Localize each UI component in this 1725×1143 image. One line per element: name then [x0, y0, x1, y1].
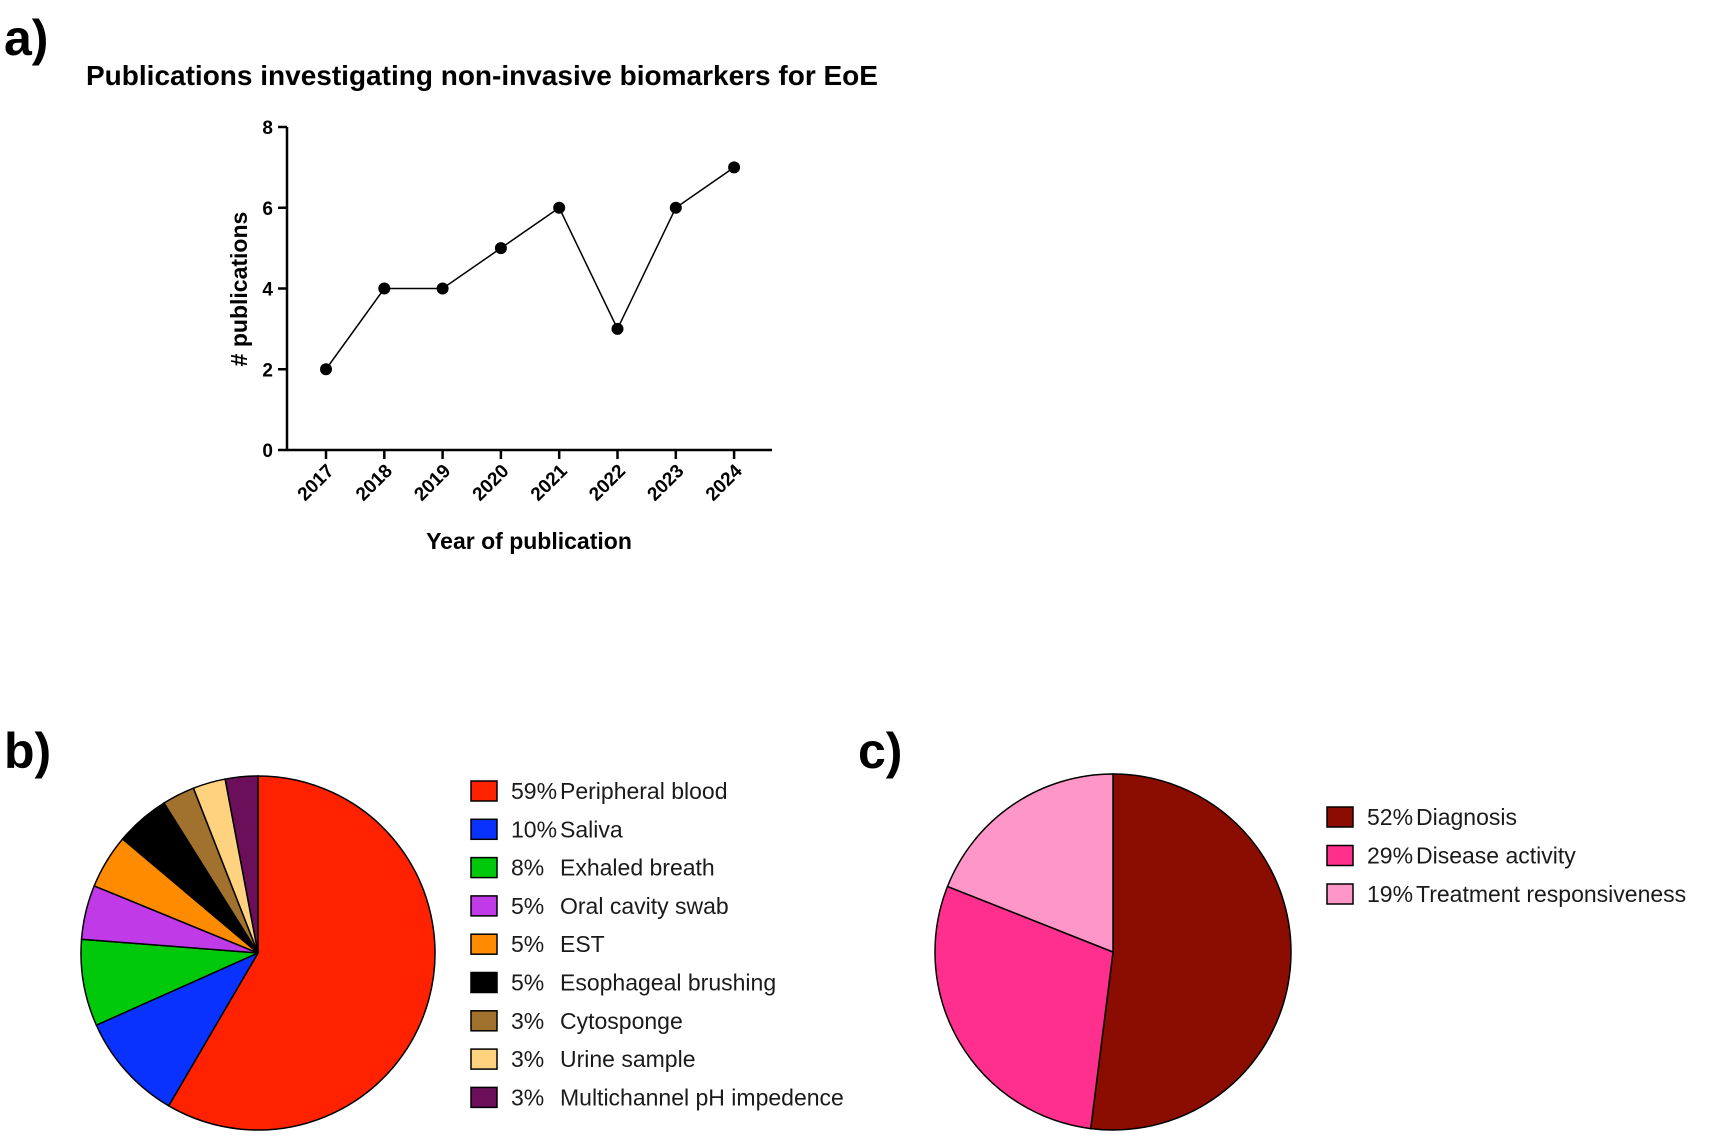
y-tick-label: 4	[262, 280, 273, 301]
y-tick-label: 6	[262, 199, 273, 220]
legend-percent: 8%	[511, 855, 544, 881]
y-axis-title: # publications	[226, 212, 252, 367]
legend-swatch	[1326, 806, 1354, 828]
data-point	[436, 282, 449, 295]
legend-swatch	[470, 1048, 498, 1070]
legend-label: EST	[560, 931, 605, 957]
data-point	[494, 242, 507, 255]
x-tick-label: 2018	[352, 461, 397, 506]
x-tick-label: 2021	[527, 460, 572, 505]
pie-slice	[95, 951, 260, 1107]
legend-swatch	[470, 1086, 498, 1109]
legend-swatch	[470, 780, 498, 802]
legend-percent: 3%	[511, 1084, 544, 1110]
legend-swatch	[470, 933, 498, 955]
legend-swatch	[470, 895, 498, 917]
legend-swatch	[470, 856, 498, 879]
legend-percent: 59%	[511, 778, 557, 804]
x-tick-label: 2023	[644, 461, 689, 506]
legend-percent: 10%	[511, 816, 557, 842]
pie-chart-sample-types	[80, 775, 436, 1131]
panel-c-label: c)	[858, 723, 902, 779]
pie-slice	[224, 775, 259, 954]
x-tick-label: 2017	[294, 461, 339, 506]
data-point	[669, 201, 682, 214]
legend-label: Multichannel pH impedence	[560, 1084, 844, 1110]
pie-slice	[167, 775, 436, 1131]
x-tick-label: 2020	[469, 461, 514, 506]
legend-percent: 29%	[1367, 843, 1413, 869]
data-point	[611, 322, 624, 335]
data-point	[378, 282, 391, 295]
legend-swatch	[1326, 844, 1354, 867]
legend-swatch	[1326, 883, 1354, 905]
legend-label: Cytosponge	[560, 1008, 683, 1034]
x-tick-label: 2019	[410, 461, 455, 506]
line-chart-title: Publications investigating non-invasive …	[86, 60, 878, 91]
legend-percent: 19%	[1367, 881, 1413, 907]
legend-label: Peripheral blood	[560, 778, 728, 804]
panel-b-label: b)	[4, 723, 51, 779]
legend-label: Saliva	[560, 816, 623, 842]
legend-percent: 52%	[1367, 804, 1413, 830]
series-points	[320, 161, 741, 376]
panel-a-label: a)	[4, 10, 48, 66]
legend-percent: 5%	[511, 970, 544, 996]
y-tick-label: 0	[262, 441, 273, 462]
pie-slice	[934, 885, 1114, 1130]
legend-label: Treatment responsiveness	[1416, 881, 1686, 907]
legend-percent: 5%	[511, 931, 544, 957]
legend-label: Urine sample	[560, 1046, 696, 1072]
x-tick-label: 2022	[585, 461, 630, 506]
y-tick-label: 8	[262, 118, 273, 139]
legend-label: Diagnosis	[1416, 804, 1517, 830]
legend-label: Oral cavity swab	[560, 893, 729, 919]
legend-swatch	[470, 818, 498, 841]
legend-percent: 5%	[511, 893, 544, 919]
series-line	[325, 166, 735, 370]
y-ticks: 0 2 4 6 8	[262, 118, 287, 462]
legend-swatch	[470, 971, 498, 994]
legend-percent: 3%	[511, 1008, 544, 1034]
legend-percent: 3%	[511, 1046, 544, 1072]
legend-label: Esophageal brushing	[560, 970, 776, 996]
legend-label: Disease activity	[1416, 843, 1576, 869]
x-tick-label: 2024	[702, 460, 747, 505]
data-point	[320, 363, 332, 376]
data-point	[553, 201, 566, 214]
pie-chart-biomarker-purpose	[934, 773, 1292, 1131]
line-chart: Publications investigating non-invasive …	[86, 60, 878, 554]
legend-swatch	[470, 1010, 498, 1032]
data-point	[728, 161, 741, 174]
x-axis-title: Year of publication	[426, 528, 632, 554]
y-tick-label: 2	[262, 360, 273, 381]
x-ticks: 2017 2018 2019 2020 2021 2022 2023 2024	[294, 450, 747, 505]
legend-label: Exhaled breath	[560, 855, 715, 881]
pie-slice	[1089, 773, 1292, 1131]
pie-slice	[946, 773, 1114, 954]
line-chart-axes	[285, 127, 772, 452]
